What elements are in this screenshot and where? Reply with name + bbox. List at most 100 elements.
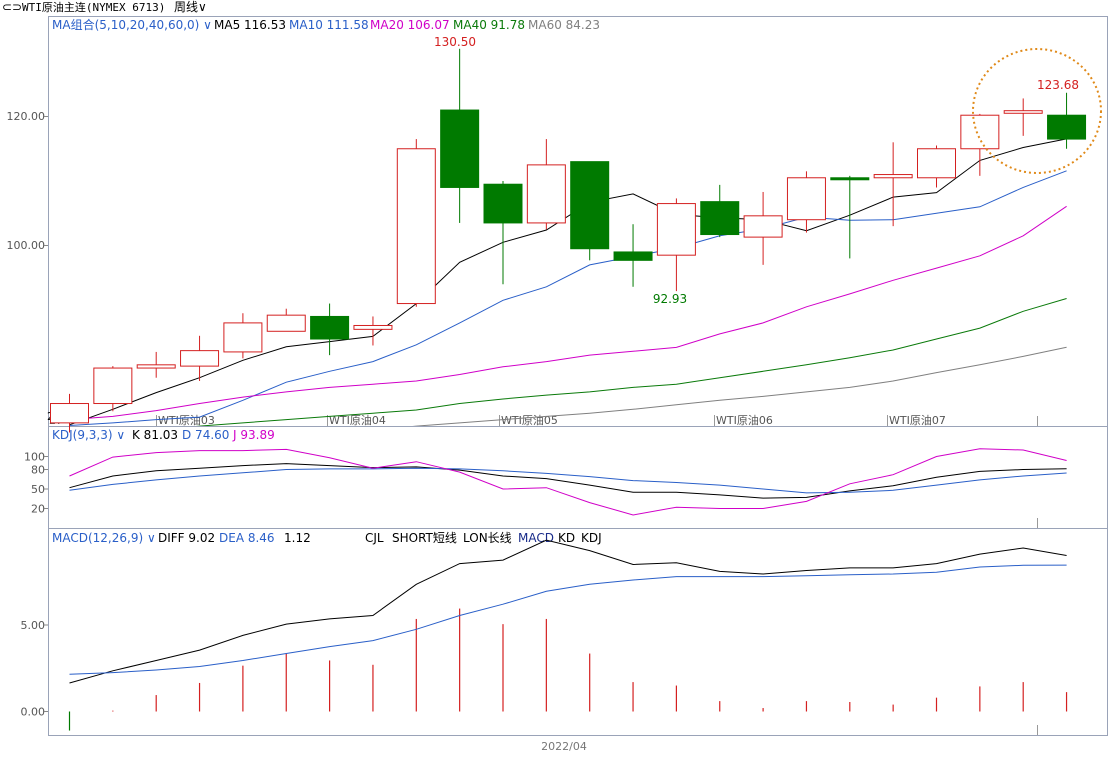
month-label: WTI原油07	[889, 413, 946, 427]
candle-body	[570, 161, 610, 250]
ma5-line	[69, 138, 1067, 426]
candle-body	[180, 350, 220, 367]
indicator-tab-kd[interactable]: KD	[558, 531, 575, 545]
month-label: WTI原油04	[329, 413, 386, 427]
indicator-tabs: CJL SHORT短线 LON长线 MACD KD KDJ	[365, 531, 602, 545]
link-icon[interactable]: ⊂⊃	[2, 0, 23, 14]
chevron-down-icon: ∨	[198, 0, 207, 14]
last-high-annotation: 123.68	[1037, 78, 1079, 92]
candle	[830, 175, 870, 259]
candle-body	[266, 314, 306, 332]
ma10-line	[69, 170, 1067, 426]
candle	[656, 198, 696, 292]
ma-group-label[interactable]: MA组合(5,10,20,40,60,0) ∨	[52, 17, 212, 32]
candlesticks	[50, 48, 1087, 433]
candle	[700, 184, 740, 238]
candle	[613, 224, 653, 287]
candle-body	[1003, 110, 1043, 114]
candle	[223, 313, 263, 359]
header-bar: ⊂⊃ WTI原油主连(NYMEX 6713) 周线∨	[0, 0, 1109, 15]
macd-tick-5.00: 5.00	[21, 619, 46, 632]
instrument-title: WTI原油主连(NYMEX 6713)	[22, 1, 166, 14]
ma20-line	[69, 205, 1067, 421]
ma20-legend: MA20 106.07	[370, 18, 450, 32]
ma60-legend: MA60 84.23	[528, 18, 600, 32]
candle	[526, 139, 566, 230]
candle-body	[396, 148, 436, 305]
candle-body	[93, 367, 133, 405]
macd-dea-line	[69, 564, 1067, 675]
candle	[50, 393, 89, 433]
candle-body	[483, 183, 523, 224]
candle-body	[50, 403, 89, 424]
candle	[180, 335, 220, 381]
kdj-d-legend: D 74.60	[182, 428, 229, 442]
indicator-tab-cjl[interactable]: CJL	[365, 531, 384, 545]
candle	[353, 316, 393, 346]
candle	[483, 181, 523, 285]
kdj-j-line	[69, 448, 1067, 516]
indicator-tab-macd[interactable]: MACD	[518, 531, 554, 545]
macd-axis: 5.00 0.00	[21, 619, 48, 719]
macd-diff-line	[69, 539, 1067, 684]
price-tick-100: 100.00	[7, 239, 46, 252]
month-label: WTI原油06	[716, 413, 773, 427]
candle	[570, 161, 610, 261]
ma5-legend: MA5 116.53	[214, 18, 286, 32]
candle	[396, 139, 436, 307]
candle-body	[223, 322, 263, 353]
stock-chart: 120.00 100.00 MA组合(5,10,20,40,60,0) ∨ MA…	[7, 16, 1108, 753]
candle-body	[136, 364, 176, 369]
high-annotation: 130.50	[434, 35, 476, 49]
period-selector[interactable]: 周线∨	[174, 0, 207, 14]
candle	[266, 308, 306, 332]
candle-body	[873, 174, 913, 179]
kdj-tick-80: 80	[31, 464, 45, 477]
moving-average-lines	[69, 138, 1067, 426]
candle	[743, 191, 783, 265]
macd-tick-0.00: 0.00	[21, 706, 46, 719]
kdj-label[interactable]: KDJ(9,3,3) ∨	[52, 428, 125, 442]
candle-body	[310, 315, 350, 340]
kdj-lines	[69, 448, 1067, 528]
candle-body	[353, 324, 393, 330]
candle-body	[656, 203, 696, 256]
month-label: WTI原油03	[158, 413, 215, 427]
kdj-k-legend: K 81.03	[132, 428, 178, 442]
candle-body	[700, 201, 740, 236]
candle-body	[743, 215, 783, 238]
indicator-tab-short短线[interactable]: SHORT短线	[392, 531, 457, 545]
candle-body	[960, 114, 1000, 150]
bottom-date-label: 2022/04	[541, 740, 587, 753]
candle	[440, 48, 480, 223]
candle-body	[917, 148, 956, 179]
candle	[1003, 98, 1043, 136]
macd-value-legend: 1.12	[284, 531, 311, 545]
ma60-line	[412, 346, 1067, 426]
ma40-line	[195, 298, 1067, 426]
macd-diff-legend: DIFF 9.02	[158, 531, 215, 545]
candle-body	[440, 109, 480, 188]
ma10-legend: MA10 111.58	[289, 18, 369, 32]
kdj-k-line	[69, 463, 1067, 499]
low-annotation: 92.93	[653, 292, 687, 306]
candle	[93, 366, 133, 412]
candle	[786, 171, 826, 233]
candle	[310, 303, 350, 356]
candle	[917, 145, 956, 188]
kdj-tick-20: 20	[31, 503, 45, 516]
macd-dea-legend: DEA 8.46	[219, 531, 275, 545]
month-axis: WTI原油03WTI原油04WTI原油05WTI原油06WTI原油072724周	[47, 410, 1038, 427]
indicator-tab-kdj[interactable]: KDJ	[581, 531, 602, 545]
macd-panel-frame	[48, 528, 1108, 736]
candle-body	[1047, 114, 1087, 140]
candle	[136, 351, 176, 378]
macd-label[interactable]: MACD(12,26,9) ∨	[52, 531, 156, 545]
macd-elements	[68, 539, 1068, 735]
indicator-tab-lon长线[interactable]: LON长线	[463, 531, 512, 545]
candle	[1047, 92, 1087, 149]
kdj-d-line	[69, 467, 1067, 494]
candle-body	[613, 251, 653, 261]
kdj-tick-50: 50	[31, 483, 45, 496]
